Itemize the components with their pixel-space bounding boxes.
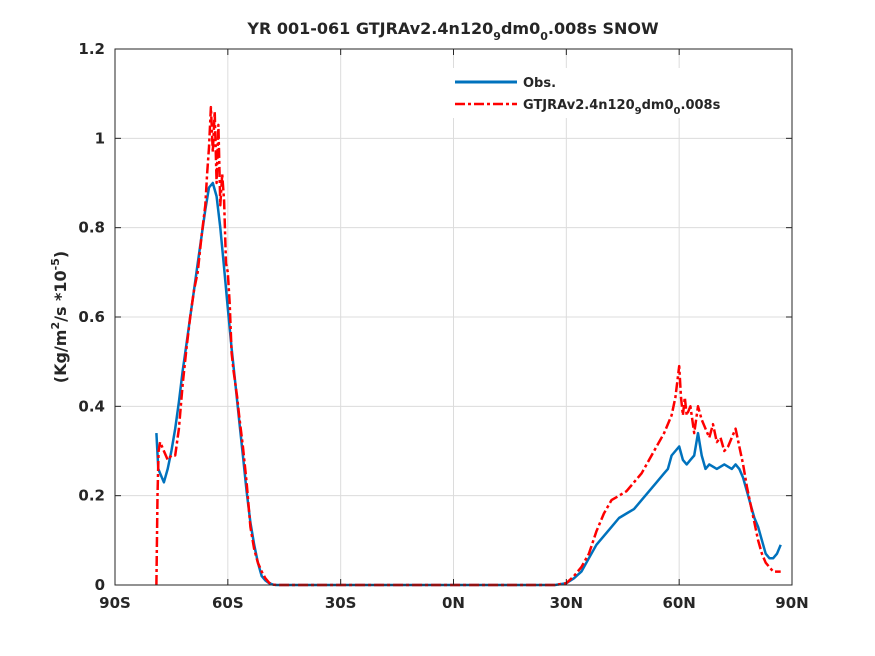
x-tick-label: 60S xyxy=(212,594,244,612)
chart-title: YR 001-061 GTJRAv2.4n1209dm00.008s SNOW xyxy=(246,19,659,43)
legend-box xyxy=(446,68,776,118)
x-tick-label: 60N xyxy=(662,594,695,612)
y-tick-label: 1.2 xyxy=(78,40,105,58)
y-tick-label: 0.8 xyxy=(78,219,105,237)
x-tick-label: 90N xyxy=(775,594,808,612)
y-tick-label: 0.2 xyxy=(78,487,105,505)
x-tick-label: 30S xyxy=(325,594,357,612)
y-tick-label: 0.4 xyxy=(78,397,105,415)
legend-label-model: GTJRAv2.4n1209dm00.008s xyxy=(523,98,721,117)
y-axis-label: (Kg/m2/s *10-5) xyxy=(49,251,70,383)
y-tick-label: 1 xyxy=(95,129,105,147)
y-tick-label: 0.6 xyxy=(78,308,105,326)
legend: Obs. GTJRAv2.4n1209dm00.008s xyxy=(446,68,776,118)
y-tick-label: 0 xyxy=(95,576,105,594)
x-tick-label: 30N xyxy=(550,594,583,612)
legend-label-obs: Obs. xyxy=(523,76,556,91)
x-tick-label: 90S xyxy=(99,594,131,612)
x-tick-label: 0N xyxy=(442,594,465,612)
axis-ticks: 90S 60S 30S 0N 30N 60N 90N 0 0.2 0.4 0.6 0.8 1 1.2 xyxy=(78,40,808,612)
